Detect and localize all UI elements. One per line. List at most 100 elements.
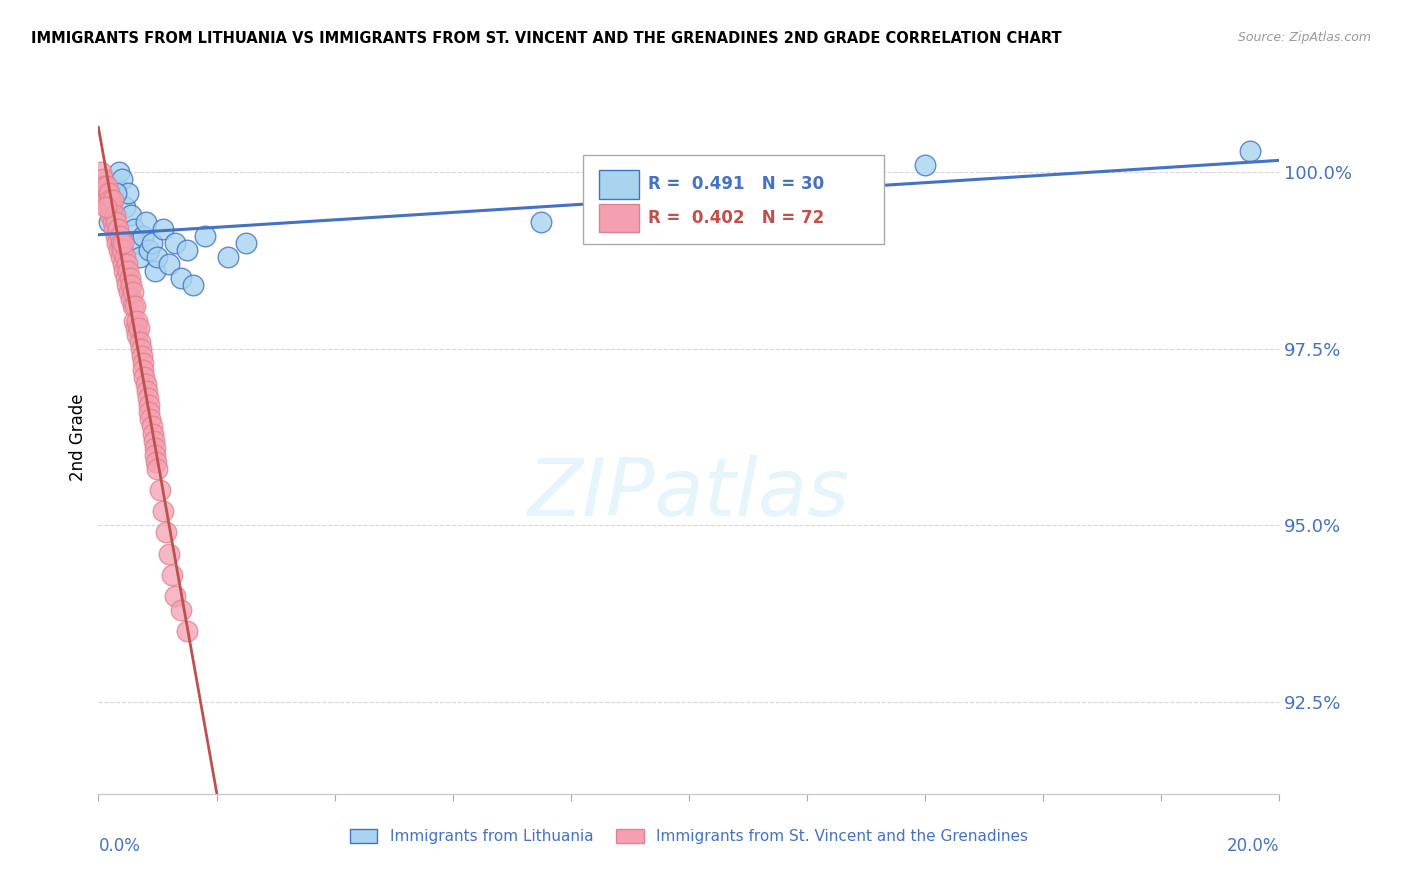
Point xyxy=(100,194,122,208)
Point xyxy=(143,448,166,462)
Text: IMMIGRANTS FROM LITHUANIA VS IMMIGRANTS FROM ST. VINCENT AND THE GRENADINES 2ND : IMMIGRANTS FROM LITHUANIA VS IMMIGRANTS … xyxy=(31,31,1062,46)
Point xyxy=(142,434,165,448)
FancyBboxPatch shape xyxy=(582,155,884,244)
Point xyxy=(101,214,124,228)
Point xyxy=(104,179,127,194)
Point xyxy=(124,299,146,313)
FancyBboxPatch shape xyxy=(599,170,640,199)
Point xyxy=(107,221,129,235)
Point xyxy=(129,342,152,356)
Point xyxy=(110,250,132,264)
Point xyxy=(114,271,136,285)
Point xyxy=(145,455,167,469)
Point xyxy=(128,250,150,264)
Point xyxy=(122,221,145,235)
Point xyxy=(141,419,163,434)
Point xyxy=(118,285,141,300)
Point xyxy=(98,207,121,221)
Point xyxy=(114,201,136,215)
Point xyxy=(125,235,148,250)
Point xyxy=(96,179,118,194)
Point xyxy=(94,186,117,201)
Point xyxy=(143,441,166,455)
Point xyxy=(138,405,160,419)
Point xyxy=(111,243,134,257)
Point xyxy=(132,228,155,243)
Point xyxy=(110,235,132,250)
Point xyxy=(138,398,160,412)
Point xyxy=(217,250,239,264)
Point xyxy=(157,257,180,271)
Point xyxy=(105,214,128,228)
Point xyxy=(112,235,135,250)
Point xyxy=(131,349,153,363)
Text: R =  0.491   N = 30: R = 0.491 N = 30 xyxy=(648,176,824,194)
Point xyxy=(142,426,165,441)
Point xyxy=(162,567,183,582)
Point xyxy=(103,221,125,235)
Text: R =  0.402   N = 72: R = 0.402 N = 72 xyxy=(648,209,824,227)
Point xyxy=(165,235,187,250)
Point xyxy=(194,228,217,243)
Point xyxy=(122,313,145,327)
Point xyxy=(146,250,169,264)
Point xyxy=(157,547,180,561)
Point xyxy=(108,228,131,243)
Point xyxy=(117,278,139,293)
Point xyxy=(128,320,150,334)
Point xyxy=(114,250,136,264)
Point xyxy=(143,264,166,278)
Point xyxy=(152,221,174,235)
Point xyxy=(120,271,142,285)
Point xyxy=(1239,144,1261,158)
Point xyxy=(98,194,121,208)
Point xyxy=(176,624,198,639)
Point xyxy=(98,186,121,201)
FancyBboxPatch shape xyxy=(599,203,640,232)
Point xyxy=(149,483,172,497)
Point xyxy=(138,243,160,257)
Point xyxy=(105,235,128,250)
Point xyxy=(914,158,936,172)
Text: Source: ZipAtlas.com: Source: ZipAtlas.com xyxy=(1237,31,1371,45)
Point xyxy=(176,243,198,257)
Point xyxy=(94,201,117,215)
Point xyxy=(112,257,135,271)
Point xyxy=(120,207,142,221)
Point xyxy=(120,293,142,307)
Point xyxy=(135,384,157,399)
Point xyxy=(108,243,131,257)
Text: 20.0%: 20.0% xyxy=(1227,837,1279,855)
Point xyxy=(117,186,139,201)
Point xyxy=(90,165,112,179)
Point xyxy=(141,235,163,250)
Point xyxy=(136,391,159,405)
Point xyxy=(121,299,143,313)
Point xyxy=(91,172,114,186)
Point xyxy=(170,271,193,285)
Point xyxy=(127,327,149,342)
Point xyxy=(121,278,143,293)
Point xyxy=(132,363,155,377)
Point xyxy=(93,179,115,194)
Point xyxy=(122,285,145,300)
Point xyxy=(105,186,128,201)
Text: ZIPatlas: ZIPatlas xyxy=(527,455,851,533)
Point xyxy=(104,207,127,221)
Text: 0.0%: 0.0% xyxy=(98,837,141,855)
Point xyxy=(146,462,169,476)
Point xyxy=(98,214,121,228)
Point xyxy=(135,214,157,228)
Point xyxy=(117,264,139,278)
Point xyxy=(135,377,157,392)
Point xyxy=(100,201,122,215)
Y-axis label: 2nd Grade: 2nd Grade xyxy=(69,393,87,481)
Point xyxy=(128,334,150,349)
Point xyxy=(165,589,187,603)
Point xyxy=(108,165,131,179)
Point xyxy=(104,228,127,243)
Point xyxy=(132,356,155,370)
Point xyxy=(170,603,193,617)
Point xyxy=(115,257,138,271)
Point xyxy=(97,201,120,215)
